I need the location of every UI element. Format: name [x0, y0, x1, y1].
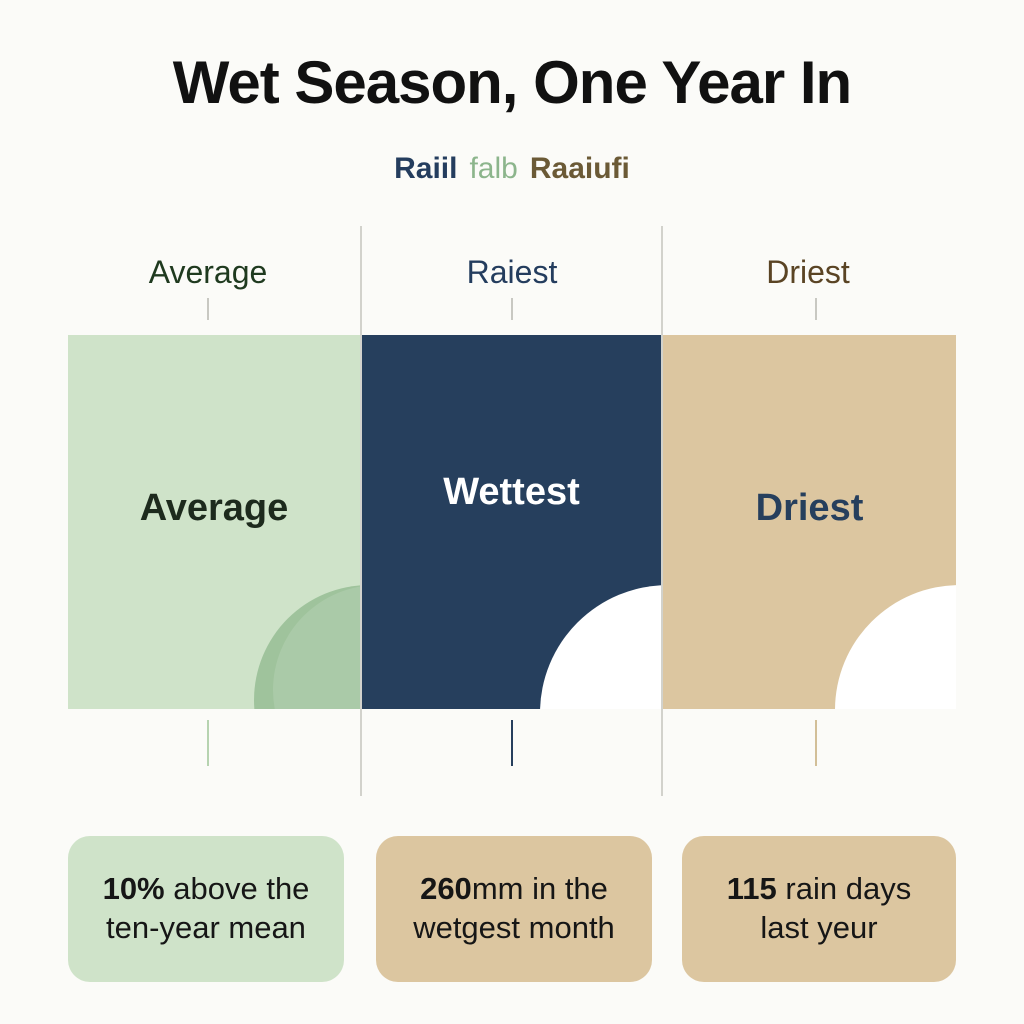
legend-item-1: Raiil: [394, 152, 458, 185]
stat-card-driest: 115 rain days last yeur: [682, 836, 956, 982]
stat-card-average-line2: ten-year mean: [106, 910, 306, 945]
tick-bottom-wettest: [511, 720, 513, 766]
legend: Raiil falb Raaiufi: [0, 152, 1024, 186]
stat-card-driest-text: rain days: [785, 871, 912, 907]
stat-card-wettest-text: mm in the: [471, 871, 608, 907]
panel-wettest-corner-shape: [540, 585, 661, 709]
panel-driest: Driest: [663, 335, 956, 709]
stat-card-wettest: 260mm in the wetgest month: [376, 836, 652, 982]
divider-right: [661, 226, 663, 796]
stat-card-wettest-value: 260: [420, 871, 472, 907]
stat-card-average: 10% above the ten-year mean: [68, 836, 344, 982]
legend-item-2: falb: [469, 152, 518, 185]
panel-wettest: Wettest: [362, 335, 661, 709]
tick-top-raiest: [511, 298, 513, 320]
column-label-average: Average: [148, 254, 268, 290]
stat-card-driest-value: 115: [726, 871, 777, 907]
tick-top-average: [207, 298, 209, 320]
panel-average-corner-highlight: [273, 585, 360, 709]
tick-bottom-driest: [815, 720, 817, 766]
stat-card-driest-line2: last yeur: [760, 910, 878, 945]
stat-card-average-line1: 10% above the: [103, 870, 310, 909]
stat-card-average-text: above the: [173, 871, 310, 907]
page-title: Wet Season, One Year In: [172, 49, 852, 116]
stat-card-driest-line1: 115 rain days: [727, 870, 911, 909]
panel-label-driest: Driest: [755, 487, 864, 529]
divider-left: [360, 226, 362, 796]
panel-label-wettest: Wettest: [443, 471, 580, 513]
legend-item-3: Raaiufi: [529, 152, 630, 185]
column-label-raiest: Raiest: [466, 254, 558, 290]
column-label-driest: Driest: [766, 254, 850, 290]
tick-bottom-average: [207, 720, 209, 766]
panel-average: Average: [68, 335, 360, 709]
panel-driest-corner-shape: [835, 585, 956, 709]
stat-card-average-value: 10%: [102, 871, 165, 907]
stat-card-wettest-line2: wetgest month: [413, 910, 615, 945]
stat-card-wettest-line1: 260mm in the: [420, 870, 608, 909]
tick-top-driest: [815, 298, 817, 320]
panel-label-average: Average: [139, 487, 289, 529]
